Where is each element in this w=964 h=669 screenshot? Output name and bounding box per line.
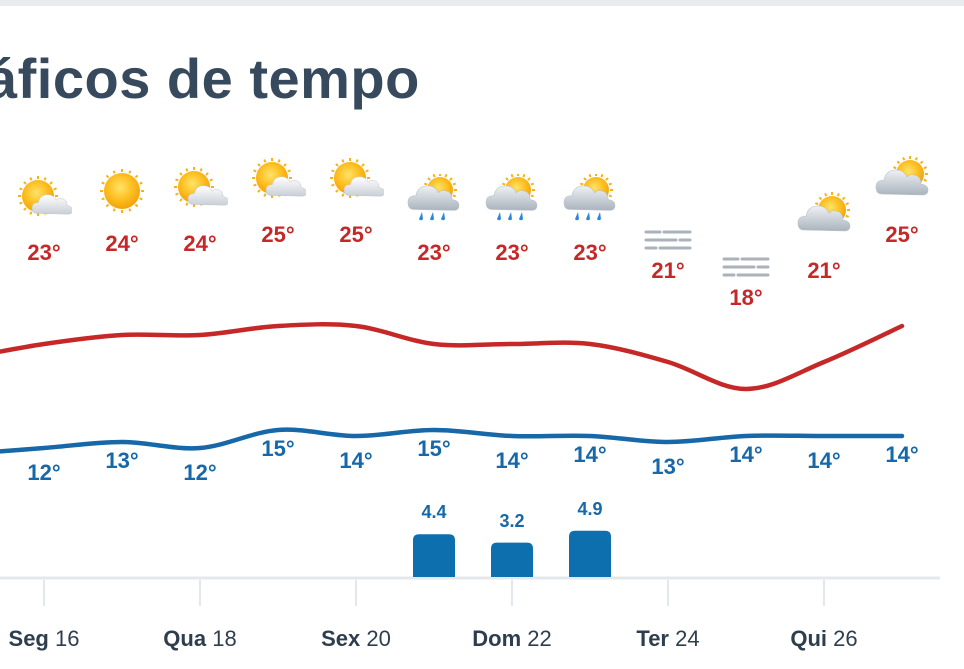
min-temp-label: 12° xyxy=(183,460,217,485)
day-number: 22 xyxy=(527,626,552,651)
rain-sun-icon-graphic xyxy=(407,173,460,221)
cloudy-sun-icon xyxy=(796,192,852,244)
fog-icon-graphic xyxy=(722,257,770,277)
max-temp-label: 25° xyxy=(885,222,919,247)
max-temp-label: 18° xyxy=(729,285,763,310)
day-label: Ter 24 xyxy=(636,626,699,652)
day-number: 24 xyxy=(675,626,700,651)
day-number: 16 xyxy=(55,626,80,651)
min-temp-label: 14° xyxy=(573,442,607,467)
rain-sun-icon-graphic xyxy=(563,173,616,221)
day-name: Qui xyxy=(790,626,828,651)
day-number: 18 xyxy=(212,626,237,651)
rain-sun-icon xyxy=(562,173,618,226)
partly-sunny-icon xyxy=(250,156,307,208)
sun-icon xyxy=(94,165,150,217)
fog-icon xyxy=(640,212,696,264)
max-temp-label: 23° xyxy=(417,240,451,265)
cloudy-sun-icon-graphic xyxy=(797,192,851,232)
precip-label: 4.9 xyxy=(577,498,603,519)
partly-sunny-icon-graphic xyxy=(252,158,307,198)
day-label: Qui 26 xyxy=(790,626,857,652)
max-temp-label: 24° xyxy=(105,231,139,256)
min-temp-label: 14° xyxy=(339,448,373,473)
max-temp-label: 21° xyxy=(651,258,685,283)
day-name: Qua xyxy=(163,626,207,651)
min-temp-line xyxy=(0,427,905,454)
sun-icon-graphic xyxy=(100,169,144,213)
day-name: Seg xyxy=(8,626,49,651)
rain-sun-icon xyxy=(406,173,462,226)
day-name: Dom xyxy=(472,626,522,651)
page-title: áficos de tempo xyxy=(0,47,420,110)
day-number: 26 xyxy=(833,626,858,651)
day-name: Sex xyxy=(321,626,361,651)
min-temp-label: 14° xyxy=(807,448,841,473)
partly-sunny-icon-graphic xyxy=(174,167,229,207)
rain-sun-icon xyxy=(484,173,540,226)
min-temp-label: 12° xyxy=(27,460,61,485)
min-temp-label: 14° xyxy=(885,442,919,467)
day-number: 20 xyxy=(366,626,391,651)
day-label: Qua 18 xyxy=(163,626,236,652)
day-name: Ter xyxy=(636,626,669,651)
partly-sunny-icon xyxy=(328,156,385,208)
precip-bar xyxy=(491,542,533,577)
partly-sunny-icon xyxy=(172,165,229,217)
min-temp-label: 15° xyxy=(417,436,451,461)
precip-label: 4.4 xyxy=(421,502,447,523)
max-temp-label: 24° xyxy=(183,231,217,256)
day-label: Sex 20 xyxy=(321,626,391,652)
cloudy-sun-icon xyxy=(874,156,930,208)
max-temp-label: 21° xyxy=(807,258,841,283)
max-temp-label: 23° xyxy=(27,240,61,265)
precip-bar xyxy=(569,530,611,577)
min-temp-label: 14° xyxy=(495,448,529,473)
max-temp-label: 25° xyxy=(261,222,295,247)
min-temp-label: 13° xyxy=(105,448,139,473)
max-temp-line xyxy=(0,322,905,392)
day-label: Seg 16 xyxy=(9,626,80,652)
partly-sunny-icon-graphic xyxy=(330,158,385,198)
day-label: Dom 22 xyxy=(472,626,552,652)
precip-label: 3.2 xyxy=(499,510,525,531)
precip-bar xyxy=(413,534,455,577)
max-temp-label: 23° xyxy=(573,240,607,265)
cloudy-sun-icon-graphic xyxy=(875,156,929,196)
partly-sunny-icon-graphic xyxy=(18,176,73,216)
partly-sunny-icon xyxy=(16,174,73,226)
top-strip xyxy=(0,0,964,6)
fog-icon xyxy=(718,239,774,291)
fog-icon-graphic xyxy=(644,230,692,250)
rain-sun-icon-graphic xyxy=(485,173,538,221)
min-temp-label: 15° xyxy=(261,436,295,461)
max-temp-label: 25° xyxy=(339,222,373,247)
min-temp-label: 13° xyxy=(651,454,685,479)
min-temp-label: 14° xyxy=(729,442,763,467)
max-temp-label: 23° xyxy=(495,240,529,265)
